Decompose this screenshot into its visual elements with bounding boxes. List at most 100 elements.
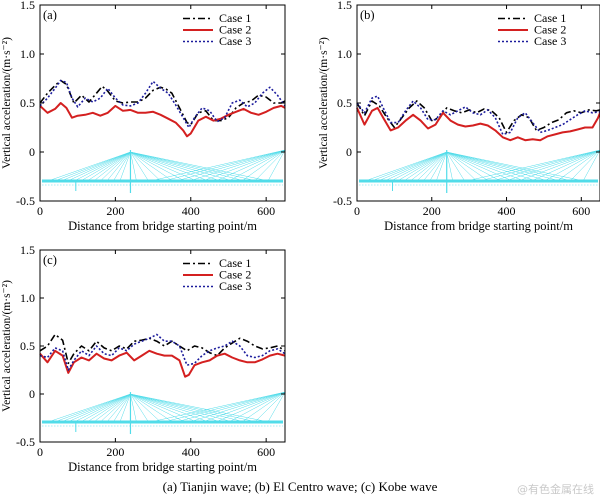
bridge-cable bbox=[505, 149, 600, 182]
y-tick-label: 0 bbox=[346, 145, 352, 159]
y-tick-label: 0.5 bbox=[337, 96, 352, 110]
series-line-case2 bbox=[39, 102, 286, 138]
legend-label-case3: Case 3 bbox=[534, 34, 566, 48]
x-tick-label: 600 bbox=[257, 445, 275, 459]
y-tick-label: -0.5 bbox=[333, 194, 352, 208]
bridge-cable bbox=[416, 151, 447, 182]
x-tick-label: 400 bbox=[498, 204, 516, 218]
bridge-cable bbox=[241, 149, 286, 182]
bridge-cable bbox=[130, 151, 149, 182]
bridge-cable bbox=[254, 391, 286, 423]
bridge-cable bbox=[130, 151, 245, 182]
x-tick-label: 600 bbox=[257, 204, 275, 218]
bridge-cable bbox=[130, 151, 270, 182]
legend-label-case3: Case 3 bbox=[219, 34, 251, 48]
series-line-case2 bbox=[39, 349, 286, 378]
bridge-cable bbox=[364, 151, 447, 182]
bridge-cable bbox=[163, 391, 286, 423]
bridge-cable bbox=[582, 149, 600, 182]
legend-label-case1: Case 1 bbox=[219, 11, 251, 25]
bridge-illustration bbox=[359, 149, 600, 193]
bridge-cable bbox=[130, 393, 173, 423]
bridge-cable bbox=[47, 393, 131, 423]
bridge-cable bbox=[202, 149, 286, 182]
x-tick-label: 0 bbox=[37, 445, 43, 459]
series-line-case2 bbox=[356, 106, 600, 142]
bridge-cable bbox=[54, 393, 131, 423]
y-tick-label: -0.5 bbox=[16, 194, 35, 208]
watermark: @有色金属在线 bbox=[517, 483, 594, 496]
bridge-cable bbox=[74, 393, 131, 423]
bridge-cable bbox=[531, 149, 600, 182]
bridge-cable bbox=[446, 151, 513, 182]
bridge-cable bbox=[189, 391, 286, 423]
panel-label: (b) bbox=[360, 8, 375, 22]
x-tick-label: 400 bbox=[182, 204, 200, 218]
bridge-cable bbox=[436, 151, 447, 182]
bridge-cable bbox=[130, 394, 137, 423]
bridge-cable bbox=[176, 391, 286, 423]
y-tick-label: 1.0 bbox=[337, 47, 352, 61]
bridge-cable bbox=[106, 151, 131, 182]
bridge-cable bbox=[446, 151, 489, 182]
x-axis-label: Distance from bridge starting point/m bbox=[68, 460, 257, 474]
bridge-cable bbox=[569, 149, 600, 182]
bridge-cable bbox=[87, 393, 131, 423]
bridge-cable bbox=[267, 149, 286, 182]
x-tick-label: 0 bbox=[354, 204, 360, 218]
x-tick-label: 600 bbox=[572, 204, 590, 218]
bridge-cable bbox=[446, 151, 477, 182]
y-tick-label: 0.5 bbox=[20, 96, 35, 110]
bridge-cable bbox=[130, 393, 221, 423]
bridge-cable bbox=[119, 393, 131, 423]
bridge-cable bbox=[215, 149, 286, 182]
bridge-cable bbox=[93, 393, 131, 423]
panel-label: (a) bbox=[43, 8, 57, 22]
bridge-cable bbox=[215, 391, 286, 423]
bridge-cable bbox=[371, 151, 447, 182]
bridge-cable bbox=[202, 391, 286, 423]
bridge-cable bbox=[228, 149, 286, 182]
bridge-cable bbox=[67, 393, 131, 423]
bridge-cable bbox=[150, 149, 286, 182]
bridge-cable bbox=[130, 393, 185, 423]
legend-label-case2: Case 2 bbox=[534, 23, 566, 37]
legend-label-case2: Case 2 bbox=[219, 23, 251, 37]
bridge-cable bbox=[130, 151, 221, 182]
bridge-cable bbox=[492, 149, 600, 182]
bridge-cable bbox=[390, 151, 447, 182]
bridge-cable bbox=[267, 391, 286, 423]
bridge-cable bbox=[113, 393, 131, 423]
bridge-cable bbox=[163, 149, 286, 182]
bridge-cable bbox=[130, 151, 173, 182]
bridge-cable bbox=[130, 151, 161, 182]
bridge-cable bbox=[254, 149, 286, 182]
legend-label-case1: Case 1 bbox=[219, 256, 251, 270]
bridge-cable bbox=[446, 151, 501, 182]
bridge-cable bbox=[176, 149, 286, 182]
bridge-cable bbox=[130, 151, 209, 182]
y-tick-label: 1.5 bbox=[20, 0, 35, 12]
bridge-cable bbox=[130, 393, 149, 423]
y-tick-label: 1.5 bbox=[20, 243, 35, 257]
bridge-cable bbox=[423, 151, 447, 182]
bridge-cable bbox=[150, 391, 286, 423]
bridge-cable bbox=[518, 149, 600, 182]
bridge-cable bbox=[106, 393, 131, 423]
y-tick-label: 1.0 bbox=[20, 47, 35, 61]
bridge-cable bbox=[130, 393, 245, 423]
bridge-cable bbox=[403, 151, 447, 182]
y-tick-label: -0.5 bbox=[16, 435, 35, 449]
x-tick-label: 200 bbox=[423, 204, 441, 218]
bridge-cable bbox=[130, 393, 161, 423]
bridge-cable bbox=[446, 151, 453, 182]
y-axis-label: Vertical acceleration/(m·s⁻²) bbox=[1, 37, 13, 169]
bridge-cable bbox=[130, 151, 197, 182]
bridge-cable bbox=[130, 393, 197, 423]
y-tick-label: 0 bbox=[29, 145, 35, 159]
y-axis-label: Vertical acceleration/(m·s⁻²) bbox=[318, 37, 330, 169]
